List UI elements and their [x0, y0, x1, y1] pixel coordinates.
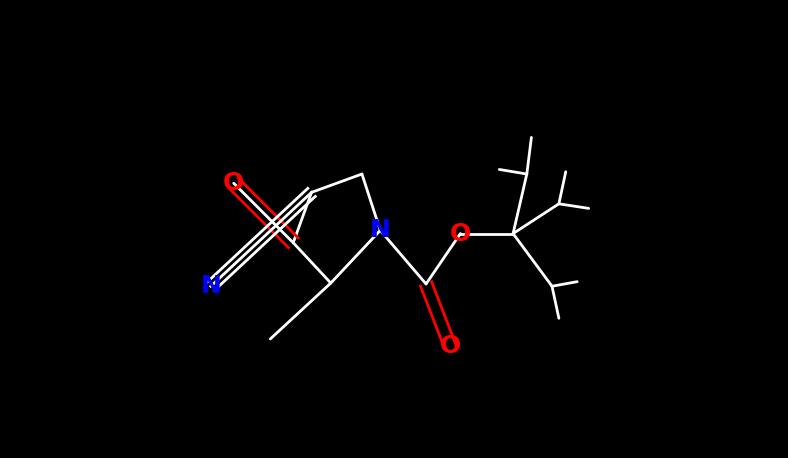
- Text: O: O: [439, 334, 460, 358]
- Text: O: O: [450, 222, 471, 245]
- Text: O: O: [223, 171, 244, 195]
- Text: N: N: [200, 274, 221, 298]
- Text: N: N: [370, 218, 391, 242]
